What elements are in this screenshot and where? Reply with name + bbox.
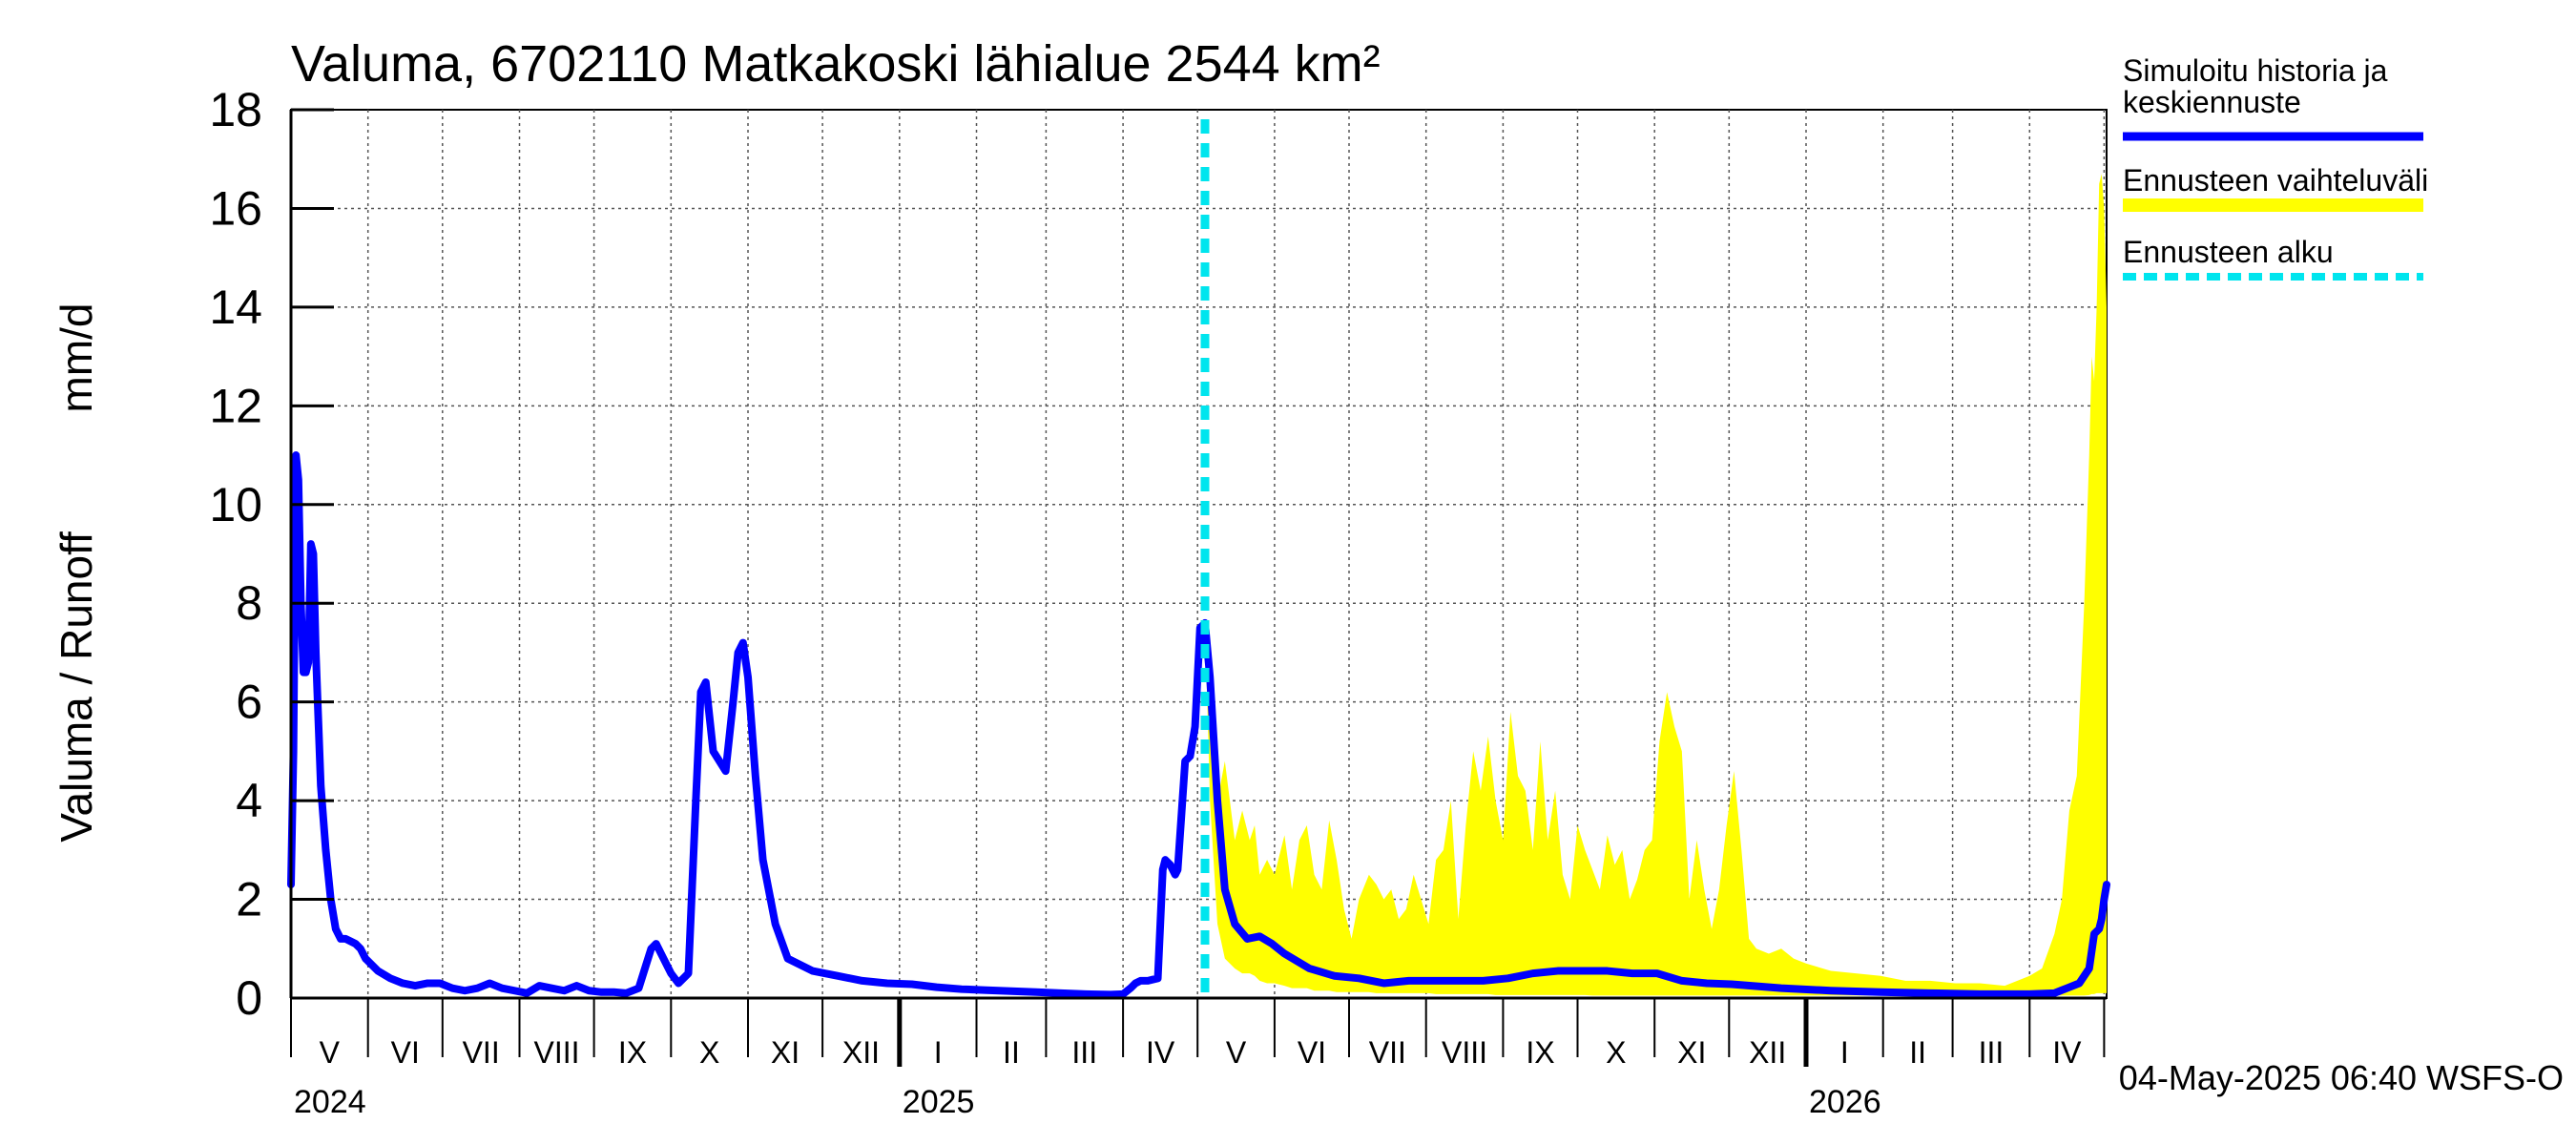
month-label: V [320, 1035, 341, 1070]
month-label: II [1909, 1035, 1926, 1070]
month-label: XI [1677, 1035, 1706, 1070]
year-label: 2025 [903, 1084, 975, 1120]
legend-label: Ennusteen alku [2123, 235, 2334, 269]
legend-label: Simuloitu historia ja [2123, 53, 2388, 88]
runoff-line [287, 451, 2110, 999]
legend-label: Ennusteen vaihteluväli [2123, 163, 2428, 198]
month-label: VIII [1442, 1035, 1487, 1070]
runoff-series-layer [287, 451, 2110, 999]
month-label: IX [1526, 1035, 1554, 1070]
y-tick-label: 6 [236, 676, 262, 729]
y-tick-label: 0 [236, 971, 262, 1025]
y-tick-label: 16 [209, 181, 262, 235]
timestamp-footer: 04-May-2025 06:40 WSFS-O [2119, 1058, 2564, 1097]
month-label: I [934, 1035, 943, 1070]
chart-title: Valuma, 6702110 Matkakoski lähialue 2544… [291, 35, 1381, 93]
forecast-range-layer [1205, 174, 2107, 996]
grid-lines [290, 109, 2108, 999]
y-axis-unit: mm/d [52, 303, 101, 413]
month-label: VIII [534, 1035, 580, 1070]
month-label: XI [771, 1035, 800, 1070]
y-axis-label: Valuma / Runoff [52, 531, 101, 843]
forecast-range-band [1205, 174, 2107, 996]
month-label: VI [1298, 1035, 1326, 1070]
plot-frame [290, 109, 2108, 999]
month-label: VI [391, 1035, 420, 1070]
legend-label: keskiennuste [2123, 85, 2301, 119]
y-tick-label: 18 [209, 83, 262, 136]
month-label: VII [1369, 1035, 1406, 1070]
month-label: III [1071, 1035, 1097, 1070]
month-label: IV [2052, 1035, 2082, 1070]
month-label: X [699, 1035, 719, 1070]
y-tick-label: 14 [209, 281, 262, 334]
y-tick-label: 4 [236, 774, 262, 827]
y-tick-label: 8 [236, 576, 262, 630]
y-tick-label: 10 [209, 478, 262, 531]
month-label: VII [463, 1035, 500, 1070]
month-label: IX [618, 1035, 647, 1070]
month-label: III [1979, 1035, 2005, 1070]
month-label: XII [1749, 1035, 1786, 1070]
month-label: XII [842, 1035, 880, 1070]
y-tick-label: 2 [236, 873, 262, 926]
month-label: V [1226, 1035, 1247, 1070]
month-label: X [1606, 1035, 1626, 1070]
year-label: 2024 [294, 1084, 366, 1120]
year-label: 2026 [1809, 1084, 1881, 1120]
y-tick-label: 12 [209, 379, 262, 432]
month-label: IV [1146, 1035, 1175, 1070]
month-label: I [1840, 1035, 1849, 1070]
month-label: II [1003, 1035, 1020, 1070]
